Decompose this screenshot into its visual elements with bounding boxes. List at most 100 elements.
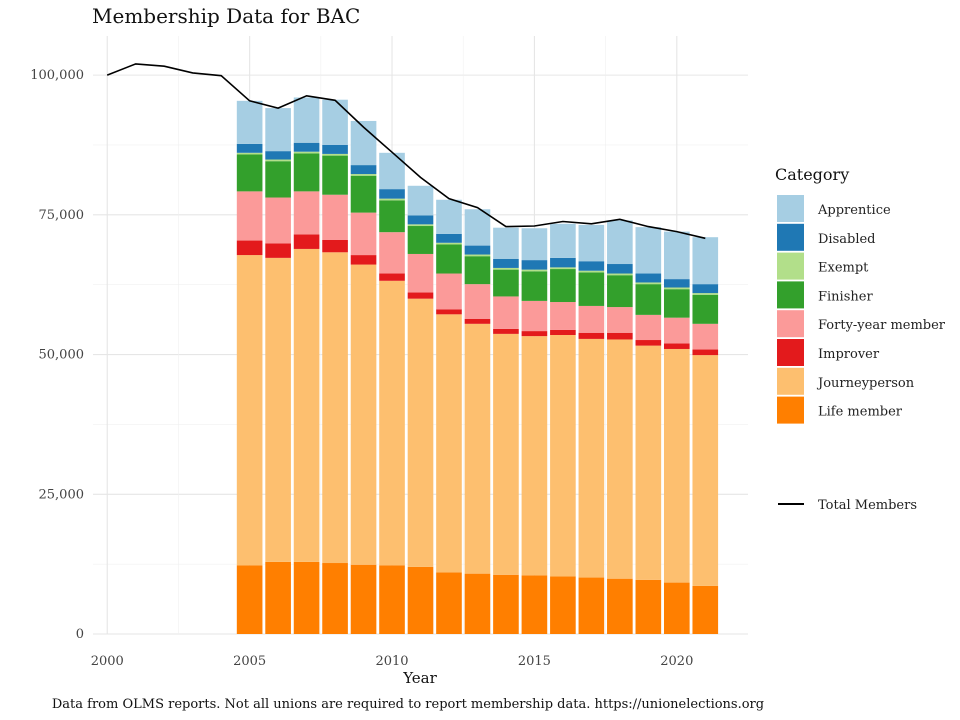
bar-segment-life-member xyxy=(407,566,434,634)
bar-segment-finisher xyxy=(236,154,263,192)
bar-segment-disabled xyxy=(436,233,462,243)
bar-segment-finisher xyxy=(521,271,548,301)
bar-segment-forty-year-member xyxy=(379,232,405,274)
bar-segment-life-member xyxy=(635,579,662,634)
bar-segment-improver xyxy=(236,240,263,256)
bar-segment-improver xyxy=(464,318,491,324)
bar-segment-life-member xyxy=(350,564,377,634)
bar-segment-exempt xyxy=(550,267,576,270)
bar-segment-life-member xyxy=(663,582,690,634)
bar-segment-improver xyxy=(407,292,434,299)
bar-segment-improver xyxy=(350,255,377,265)
bar-segment-disabled xyxy=(607,264,633,274)
bar-segment-exempt xyxy=(236,152,263,155)
bar-segment-disabled xyxy=(322,144,348,154)
bar-segment-improver xyxy=(550,329,576,335)
bar-segment-exempt xyxy=(663,287,690,290)
bar-segment-life-member xyxy=(236,565,263,634)
legend-line-label: Total Members xyxy=(818,498,917,513)
bar-segment-exempt xyxy=(407,224,434,227)
bar-segment-disabled xyxy=(493,258,519,268)
bar-segment-disabled xyxy=(692,284,719,294)
legend: Category Apprentice Disabled Exempt Finishe… xyxy=(775,165,946,513)
bar-segment-improver xyxy=(663,343,690,349)
bar-segment-apprentice xyxy=(236,100,263,144)
bars xyxy=(236,97,719,634)
bar-segment-life-member xyxy=(464,573,491,634)
bar-segment-forty-year-member xyxy=(692,323,719,350)
legend-swatch-forty-year-member xyxy=(777,310,804,338)
bar-segment-apprentice xyxy=(407,185,434,216)
bar-segment-finisher xyxy=(379,200,405,233)
bar-segment-life-member xyxy=(607,578,633,634)
bar-segment-apprentice xyxy=(265,108,291,152)
bar-segment-journeyperson xyxy=(436,314,462,573)
bar-segment-apprentice xyxy=(493,227,519,259)
bar-segment-exempt xyxy=(521,269,548,272)
y-tick-label: 100,000 xyxy=(30,68,84,83)
bar-segment-finisher xyxy=(293,153,320,192)
bar-segment-disabled xyxy=(578,261,605,271)
bar-segment-apprentice xyxy=(635,227,662,274)
x-tick-label: 2005 xyxy=(233,654,266,669)
bar-segment-disabled xyxy=(265,151,291,160)
bar-segment-disabled xyxy=(464,245,491,255)
bar-segment-exempt xyxy=(607,273,633,276)
bar-segment-exempt xyxy=(464,254,491,257)
bar-segment-forty-year-member xyxy=(635,314,662,341)
bar-segment-disabled xyxy=(236,143,263,153)
legend-swatch-finisher xyxy=(777,281,804,309)
legend-label: Apprentice xyxy=(817,203,891,218)
bar-segment-exempt xyxy=(350,174,377,176)
bar-segment-journeyperson xyxy=(550,335,576,577)
bar-segment-life-member xyxy=(578,577,605,634)
bar-segment-apprentice xyxy=(379,152,405,190)
bar-segment-finisher xyxy=(265,161,291,198)
bar-segment-disabled xyxy=(379,189,405,199)
bar-segment-apprentice xyxy=(692,237,719,285)
bar-segment-exempt xyxy=(436,242,462,245)
bar-segment-journeyperson xyxy=(464,323,491,574)
bar-segment-life-member xyxy=(265,561,291,634)
legend-swatch-improver xyxy=(777,339,804,366)
y-tick-label: 75,000 xyxy=(39,208,85,223)
y-tick-label: 0 xyxy=(76,627,84,642)
bar-segment-forty-year-member xyxy=(493,296,519,329)
bar-segment-journeyperson xyxy=(635,345,662,580)
bar-segment-journeyperson xyxy=(663,348,690,583)
legend-label: Life member xyxy=(818,405,903,420)
bar-segment-disabled xyxy=(663,279,690,288)
bar-segment-finisher xyxy=(322,155,348,195)
bar-segment-finisher xyxy=(692,294,719,324)
legend-swatch-journeyperson xyxy=(777,367,804,395)
bar-segment-life-member xyxy=(493,574,519,634)
legend-label: Journeyperson xyxy=(816,376,915,391)
bar-segment-finisher xyxy=(635,284,662,315)
legend-swatch-exempt xyxy=(777,252,804,280)
bar-segment-life-member xyxy=(436,572,462,634)
bar-segment-finisher xyxy=(350,175,377,213)
bar-segment-improver xyxy=(322,239,348,253)
bar-segment-apprentice xyxy=(293,97,320,143)
bar-segment-exempt xyxy=(265,159,291,162)
bar-segment-journeyperson xyxy=(578,338,605,578)
bar-segment-apprentice xyxy=(607,220,633,265)
bar-segment-journeyperson xyxy=(521,336,548,576)
bar-segment-life-member xyxy=(322,563,348,634)
bar-segment-forty-year-member xyxy=(521,300,548,332)
y-tick-label: 50,000 xyxy=(39,348,85,363)
bar-segment-life-member xyxy=(692,585,719,634)
x-axis-ticks: 2000 2005 2010 2015 2020 xyxy=(91,654,694,669)
bar-segment-finisher xyxy=(607,275,633,308)
legend-label: Disabled xyxy=(818,232,876,247)
bar-segment-life-member xyxy=(293,561,320,634)
bar-segment-improver xyxy=(635,340,662,346)
bar-segment-exempt xyxy=(635,282,662,285)
x-tick-label: 2015 xyxy=(518,654,551,669)
legend-label: Forty-year member xyxy=(818,318,946,333)
y-tick-label: 25,000 xyxy=(39,487,85,502)
bar-segment-forty-year-member xyxy=(265,197,291,244)
bar-segment-exempt xyxy=(692,293,719,295)
bar-segment-forty-year-member xyxy=(350,212,377,256)
bar-segment-forty-year-member xyxy=(464,284,491,319)
